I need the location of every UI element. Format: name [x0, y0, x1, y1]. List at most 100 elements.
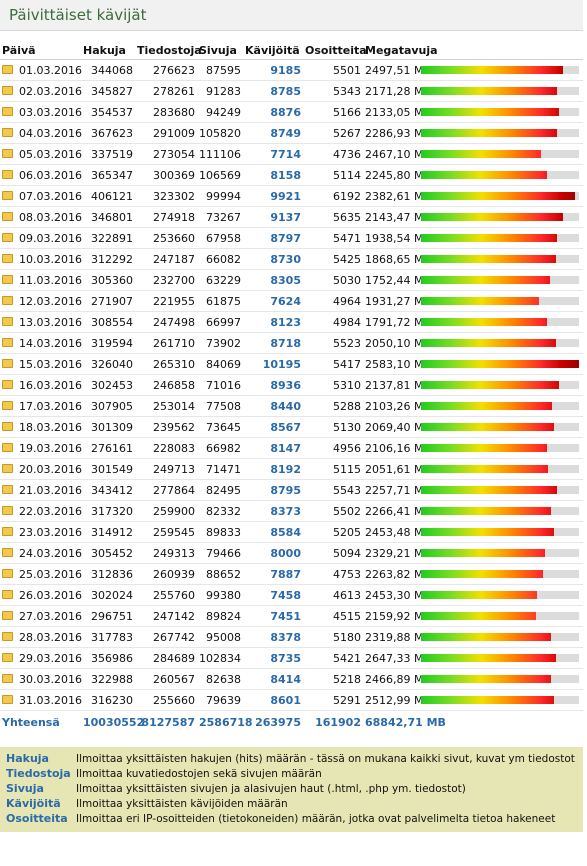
day-cell[interactable]: 17.03.2016: [0, 395, 82, 417]
folder-icon[interactable]: [2, 358, 13, 368]
date-link[interactable]: 31.03.2016: [19, 693, 82, 707]
folder-icon[interactable]: [2, 505, 13, 515]
folder-icon[interactable]: [2, 442, 13, 452]
folder-icon[interactable]: [2, 652, 13, 662]
day-cell[interactable]: 30.03.2016: [0, 668, 82, 690]
date-link[interactable]: 28.03.2016: [19, 630, 82, 644]
date-link[interactable]: 03.03.2016: [19, 105, 82, 119]
day-cell[interactable]: 07.03.2016: [0, 185, 82, 207]
date-link[interactable]: 07.03.2016: [19, 189, 82, 203]
folder-icon[interactable]: [2, 484, 13, 494]
date-link[interactable]: 16.03.2016: [19, 378, 82, 392]
date-link[interactable]: 17.03.2016: [19, 399, 82, 413]
folder-icon[interactable]: [2, 190, 13, 200]
date-link[interactable]: 22.03.2016: [19, 504, 82, 518]
date-link[interactable]: 20.03.2016: [19, 462, 82, 476]
date-link[interactable]: 09.03.2016: [19, 231, 82, 245]
day-cell[interactable]: 10.03.2016: [0, 248, 82, 270]
date-link[interactable]: 01.03.2016: [19, 63, 82, 77]
folder-icon[interactable]: [2, 274, 13, 284]
day-cell[interactable]: 20.03.2016: [0, 458, 82, 480]
day-cell[interactable]: 03.03.2016: [0, 101, 82, 123]
folder-icon[interactable]: [2, 526, 13, 536]
folder-icon[interactable]: [2, 463, 13, 473]
day-cell[interactable]: 06.03.2016: [0, 164, 82, 186]
date-link[interactable]: 27.03.2016: [19, 609, 82, 623]
date-link[interactable]: 13.03.2016: [19, 315, 82, 329]
pages-cell: 61875: [197, 290, 243, 312]
ips-cell: 5291: [303, 689, 363, 711]
date-link[interactable]: 14.03.2016: [19, 336, 82, 350]
day-cell[interactable]: 23.03.2016: [0, 521, 82, 543]
day-cell[interactable]: 18.03.2016: [0, 416, 82, 438]
day-cell[interactable]: 26.03.2016: [0, 584, 82, 606]
date-link[interactable]: 10.03.2016: [19, 252, 82, 266]
table-row: 09.03.2016 322891 253660 67958 8797 5471 1938,…: [0, 227, 583, 249]
folder-icon[interactable]: [2, 337, 13, 347]
day-cell[interactable]: 29.03.2016: [0, 647, 82, 669]
day-cell[interactable]: 13.03.2016: [0, 311, 82, 333]
day-cell[interactable]: 22.03.2016: [0, 500, 82, 522]
date-link[interactable]: 21.03.2016: [19, 483, 82, 497]
day-cell[interactable]: 21.03.2016: [0, 479, 82, 501]
folder-icon[interactable]: [2, 400, 13, 410]
folder-icon[interactable]: [2, 64, 13, 74]
folder-icon[interactable]: [2, 631, 13, 641]
day-cell[interactable]: 11.03.2016: [0, 269, 82, 291]
folder-icon[interactable]: [2, 232, 13, 242]
folder-icon[interactable]: [2, 148, 13, 158]
folder-icon[interactable]: [2, 547, 13, 557]
folder-icon[interactable]: [2, 421, 13, 431]
date-link[interactable]: 25.03.2016: [19, 567, 82, 581]
date-link[interactable]: 15.03.2016: [19, 357, 82, 371]
folder-icon[interactable]: [2, 568, 13, 578]
day-cell[interactable]: 04.03.2016: [0, 122, 82, 144]
date-link[interactable]: 30.03.2016: [19, 672, 82, 686]
folder-icon[interactable]: [2, 694, 13, 704]
folder-icon[interactable]: [2, 253, 13, 263]
date-link[interactable]: 06.03.2016: [19, 168, 82, 182]
day-cell[interactable]: 25.03.2016: [0, 563, 82, 585]
day-cell[interactable]: 15.03.2016: [0, 353, 82, 375]
day-cell[interactable]: 19.03.2016: [0, 437, 82, 459]
folder-icon[interactable]: [2, 295, 13, 305]
date-link[interactable]: 08.03.2016: [19, 210, 82, 224]
folder-icon[interactable]: [2, 379, 13, 389]
date-link[interactable]: 04.03.2016: [19, 126, 82, 140]
date-link[interactable]: 29.03.2016: [19, 651, 82, 665]
day-cell[interactable]: 31.03.2016: [0, 689, 82, 711]
day-cell[interactable]: 27.03.2016: [0, 605, 82, 627]
folder-icon[interactable]: [2, 589, 13, 599]
date-link[interactable]: 12.03.2016: [19, 294, 82, 308]
folder-icon[interactable]: [2, 211, 13, 221]
date-link[interactable]: 11.03.2016: [19, 273, 82, 287]
folder-icon[interactable]: [2, 316, 13, 326]
date-link[interactable]: 02.03.2016: [19, 84, 82, 98]
hits-cell: 305360: [81, 269, 135, 291]
folder-icon[interactable]: [2, 127, 13, 137]
day-cell[interactable]: 24.03.2016: [0, 542, 82, 564]
day-cell[interactable]: 08.03.2016: [0, 206, 82, 228]
ips-cell: 5288: [303, 395, 363, 417]
bar-cell: [419, 542, 583, 564]
date-link[interactable]: 19.03.2016: [19, 441, 82, 455]
date-link[interactable]: 23.03.2016: [19, 525, 82, 539]
day-cell[interactable]: 02.03.2016: [0, 80, 82, 102]
day-cell[interactable]: 05.03.2016: [0, 143, 82, 165]
date-link[interactable]: 26.03.2016: [19, 588, 82, 602]
day-cell[interactable]: 09.03.2016: [0, 227, 82, 249]
date-link[interactable]: 05.03.2016: [19, 147, 82, 161]
folder-icon[interactable]: [2, 169, 13, 179]
folder-icon[interactable]: [2, 673, 13, 683]
folder-icon[interactable]: [2, 610, 13, 620]
folder-icon[interactable]: [2, 85, 13, 95]
date-link[interactable]: 18.03.2016: [19, 420, 82, 434]
day-cell[interactable]: 28.03.2016: [0, 626, 82, 648]
files-cell: 265310: [135, 353, 197, 375]
day-cell[interactable]: 12.03.2016: [0, 290, 82, 312]
day-cell[interactable]: 01.03.2016: [0, 59, 82, 81]
date-link[interactable]: 24.03.2016: [19, 546, 82, 560]
day-cell[interactable]: 16.03.2016: [0, 374, 82, 396]
day-cell[interactable]: 14.03.2016: [0, 332, 82, 354]
folder-icon[interactable]: [2, 106, 13, 116]
